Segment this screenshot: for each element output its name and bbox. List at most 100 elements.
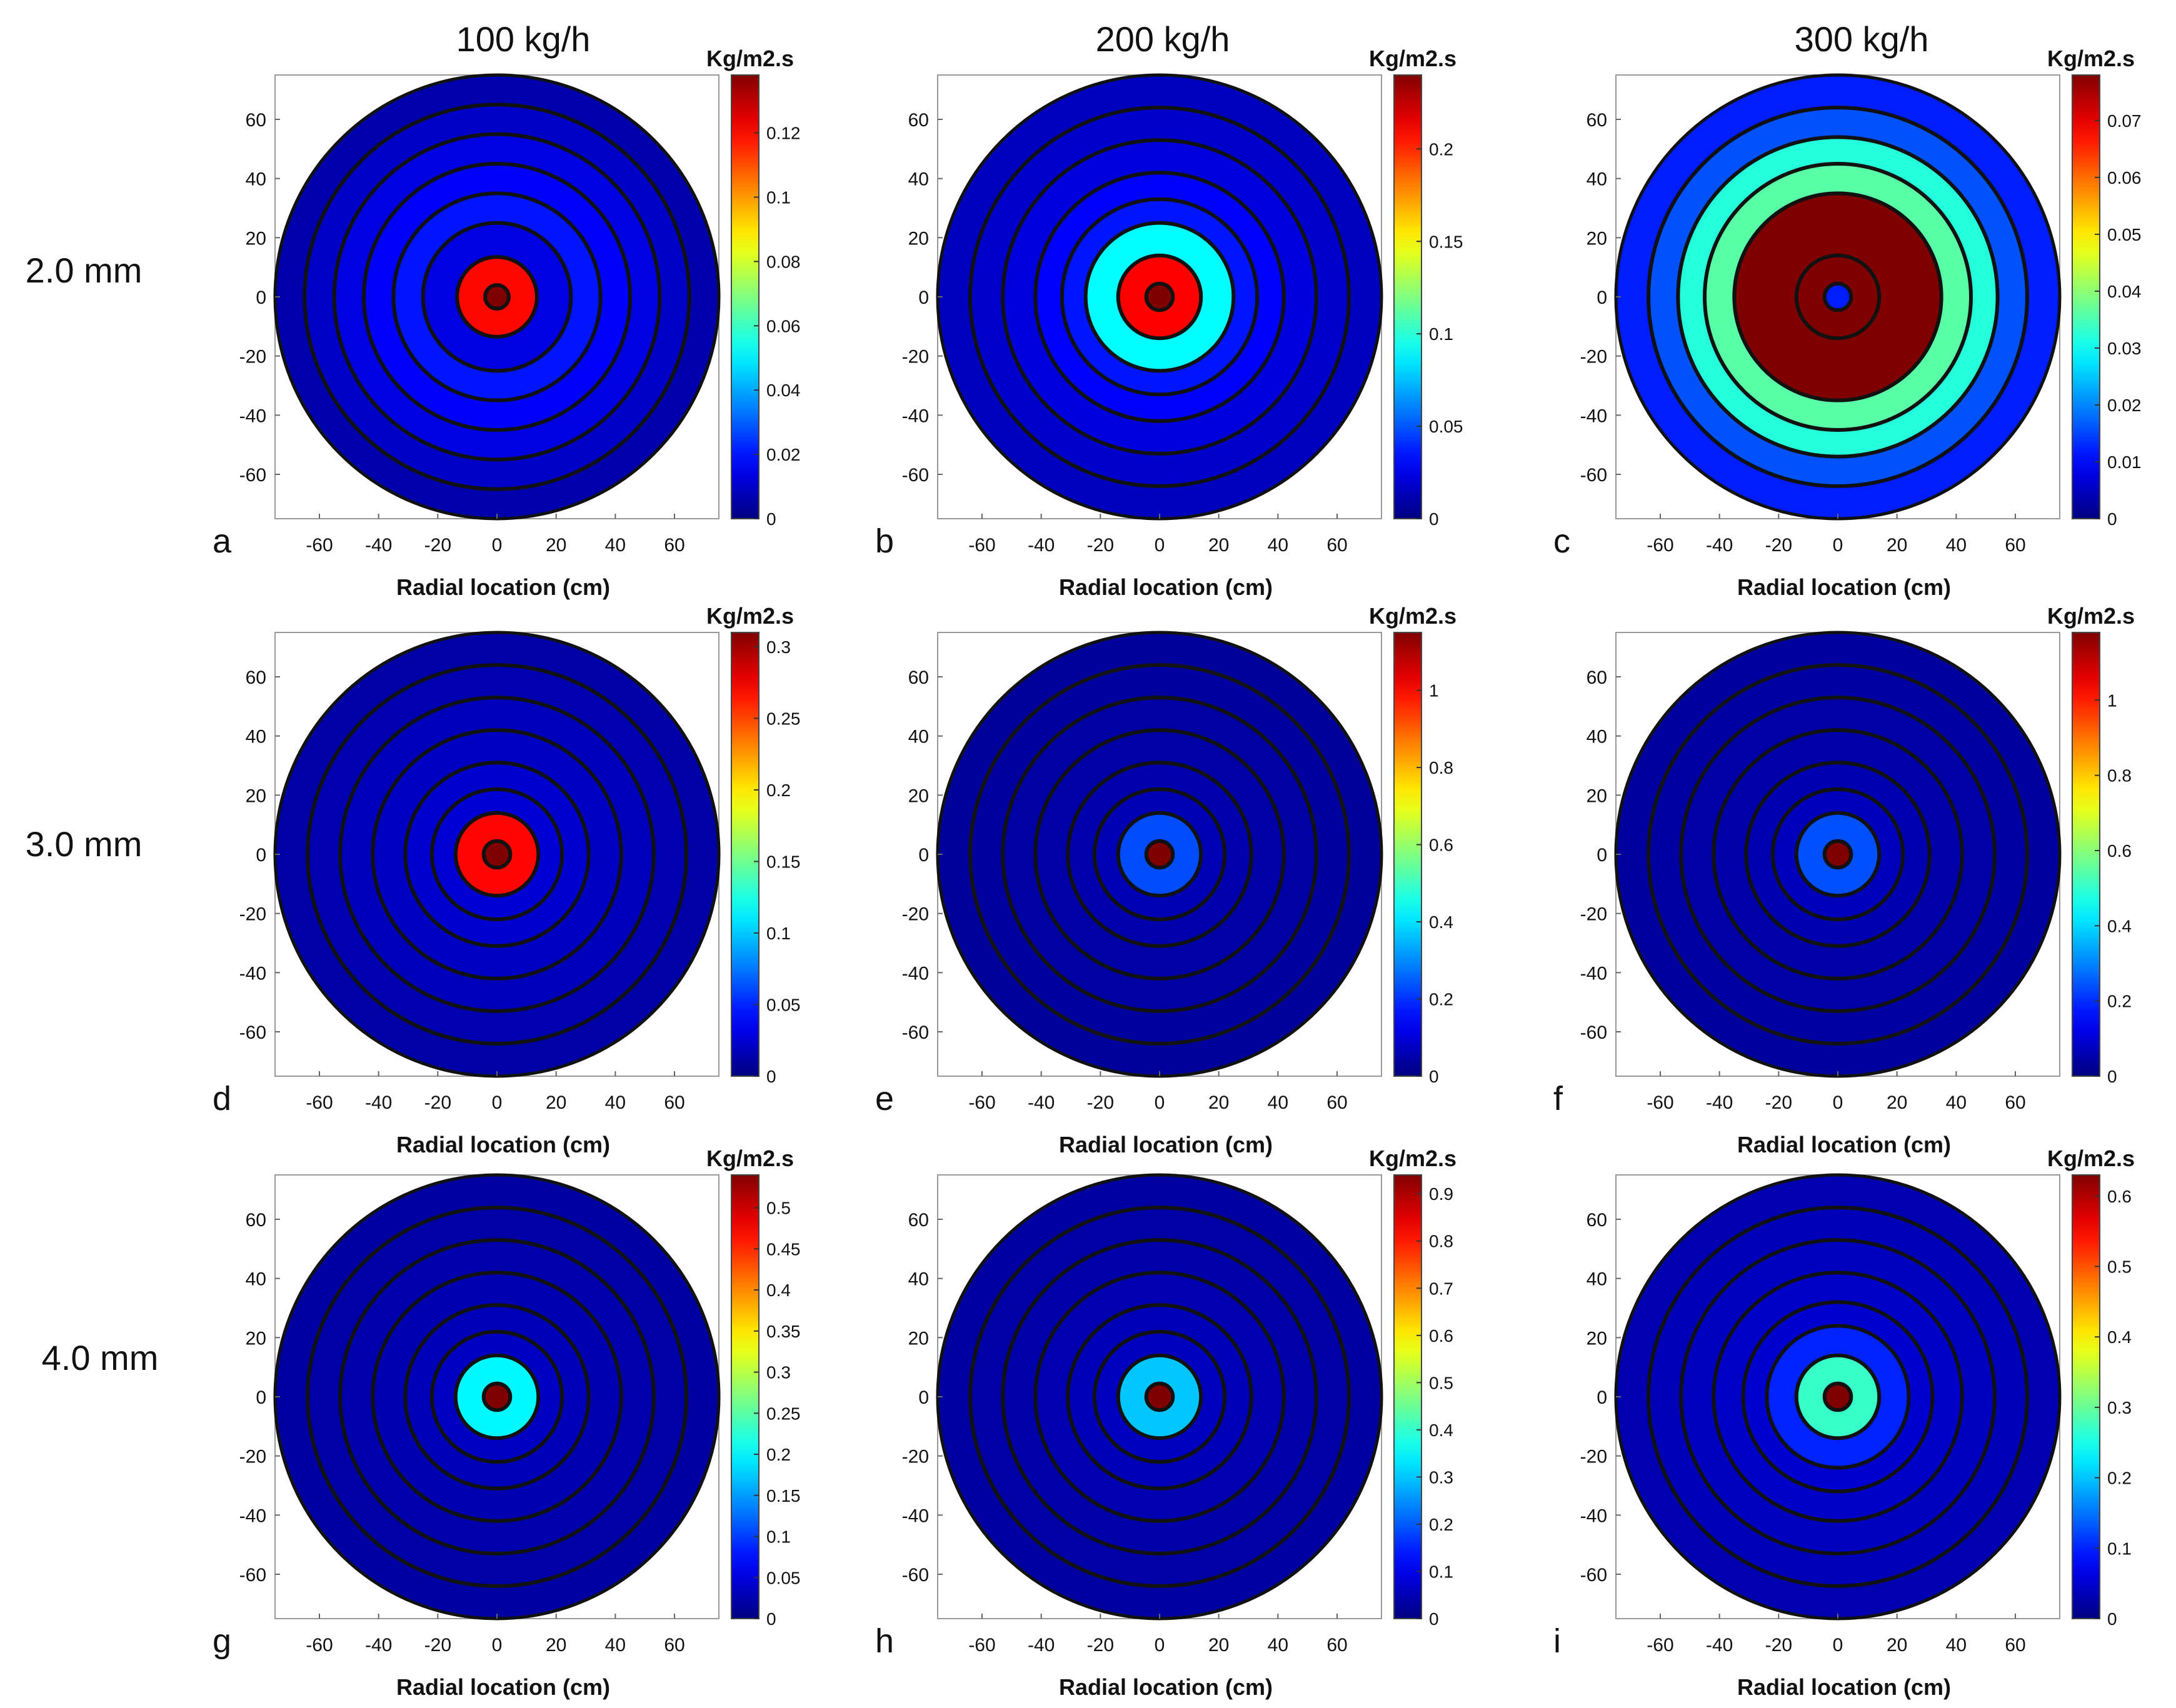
colorbar-tick-label: 0.1 — [1429, 1562, 1453, 1581]
panel-d: -60 -60 -40 -40 -20 -20 0 0 20 20 40 40 60 60 Radial l… — [213, 603, 801, 1157]
ring-7 — [481, 839, 513, 870]
colorbar-tick-label: 0.12 — [766, 124, 801, 143]
x-tick-label: 20 — [1208, 1635, 1229, 1656]
y-tick-label: -40 — [239, 406, 266, 426]
colorbar — [2072, 74, 2100, 519]
y-tick-label: 0 — [256, 287, 266, 308]
colorbar-tick-label: 0.4 — [2107, 1327, 2132, 1347]
y-tick-label: -40 — [902, 1506, 929, 1526]
colorbar-tick-label: 0 — [1429, 509, 1439, 529]
y-tick-label: -20 — [1580, 904, 1607, 925]
y-tick-label: -60 — [1580, 1565, 1607, 1586]
x-tick-label: 40 — [605, 535, 626, 556]
x-tick-label: 60 — [664, 1635, 684, 1656]
colorbar-tick-label: 0.06 — [766, 316, 801, 336]
y-tick-label: 20 — [908, 228, 929, 249]
x-tick-label: -60 — [306, 1635, 333, 1656]
y-tick-label: 60 — [1587, 1210, 1607, 1231]
panel-letter: h — [875, 1622, 894, 1660]
y-tick-label: -20 — [239, 347, 266, 367]
colorbar-tick-label: 0.6 — [2107, 841, 2132, 861]
column-header-300: 300 kg/h — [1794, 19, 1929, 59]
y-tick-label: 20 — [908, 786, 929, 806]
panel-letter: c — [1553, 522, 1570, 560]
colorbar-tick-label: 0.4 — [1429, 1421, 1453, 1440]
panel-letter: i — [1553, 1622, 1561, 1660]
colorbar-tick-label: 0.02 — [2107, 396, 2142, 415]
x-tick-label: -20 — [1765, 535, 1792, 556]
y-tick-label: 60 — [246, 1210, 266, 1231]
x-tick-label: -20 — [424, 535, 451, 556]
x-tick-label: 40 — [1946, 1092, 1967, 1113]
x-tick-label: 60 — [2005, 1092, 2025, 1113]
colorbar-tick-label: 0 — [766, 1067, 776, 1086]
y-tick-label: -20 — [902, 904, 929, 925]
x-tick-label: 60 — [2005, 535, 2025, 556]
y-tick-label: -20 — [902, 347, 929, 367]
y-tick-label: 40 — [908, 727, 929, 747]
y-tick-label: 40 — [246, 1269, 266, 1290]
y-tick-label: -60 — [902, 465, 929, 486]
colorbar-tick-label: 0.2 — [766, 1445, 791, 1464]
y-tick-label: 20 — [1587, 1328, 1607, 1349]
row-label-2mm: 2.0 mm — [25, 251, 143, 290]
colorbar-tick-label: 0 — [2107, 1067, 2117, 1086]
y-tick-label: 60 — [1587, 110, 1607, 131]
panel-letter: a — [213, 522, 232, 560]
y-tick-label: 0 — [1597, 845, 1607, 866]
x-tick-label: -60 — [968, 1092, 995, 1113]
colorbar-tick-label: 0.2 — [2107, 1469, 2132, 1488]
colorbar-tick-label: 0.25 — [766, 1404, 801, 1423]
y-tick-label: -40 — [1580, 963, 1607, 984]
colorbar-tick-label: 0.2 — [1429, 1515, 1453, 1534]
colorbar — [1393, 74, 1422, 519]
colorbar — [2072, 632, 2100, 1077]
x-axis-label: Radial location (cm) — [396, 574, 610, 600]
x-tick-label: -60 — [306, 1092, 333, 1113]
x-tick-label: 20 — [546, 535, 566, 556]
colorbar-tick-label: 0 — [766, 1609, 776, 1629]
column-header-200: 200 kg/h — [1095, 19, 1230, 59]
colorbar-tick-label: 0.25 — [766, 709, 801, 728]
panel-f: -60 -60 -40 -40 -20 -20 0 0 20 20 40 40 60 60 Radial l… — [1553, 603, 2135, 1157]
y-tick-label: -40 — [239, 1506, 266, 1526]
y-tick-label: 20 — [1587, 228, 1607, 249]
y-tick-label: 0 — [256, 845, 266, 866]
panel-letter: e — [875, 1080, 894, 1117]
x-tick-label: -20 — [1087, 1635, 1114, 1656]
colorbar-tick-label: 1 — [2107, 691, 2117, 710]
row-label-3mm: 3.0 mm — [25, 824, 143, 864]
colorbar-tick-label: 0.05 — [1429, 417, 1463, 436]
y-tick-label: -20 — [239, 904, 266, 925]
y-tick-label: 40 — [1587, 169, 1607, 190]
y-tick-label: 20 — [246, 1328, 266, 1349]
x-axis-label: Radial location (cm) — [1059, 1674, 1273, 1700]
y-tick-label: 20 — [246, 228, 266, 249]
colorbar-tick-label: 0.05 — [2107, 225, 2142, 244]
x-tick-label: -40 — [1706, 1635, 1733, 1656]
x-axis-label: Radial location (cm) — [1059, 574, 1273, 600]
colorbar-tick-label: 0.05 — [766, 1568, 801, 1587]
ring-7 — [1144, 839, 1175, 870]
ring-7 — [483, 283, 511, 311]
colorbar-tick-label: 0.05 — [766, 995, 801, 1014]
x-tick-label: -60 — [1647, 535, 1673, 556]
colorbar-tick-label: 0.6 — [1429, 1326, 1453, 1346]
y-tick-label: 0 — [918, 845, 929, 866]
ring-7 — [1822, 839, 1853, 870]
x-tick-label: 60 — [664, 535, 684, 556]
x-tick-label: -40 — [365, 535, 392, 556]
colorbar-tick-label: 0.7 — [1429, 1279, 1453, 1298]
colorbar-tick-label: 0 — [1429, 1067, 1439, 1086]
colorbar-unit: Kg/m2.s — [2047, 603, 2135, 629]
x-tick-label: -20 — [1765, 1092, 1792, 1113]
colorbar-tick-label: 0.02 — [766, 445, 801, 464]
x-axis-label: Radial location (cm) — [396, 1132, 610, 1157]
x-tick-label: -60 — [1647, 1092, 1673, 1113]
colorbar-tick-label: 0.04 — [2107, 282, 2142, 301]
x-tick-label: 0 — [1833, 1092, 1843, 1113]
colorbar-tick-label: 0.1 — [1429, 324, 1453, 344]
y-tick-label: 0 — [256, 1387, 266, 1408]
y-tick-label: -20 — [239, 1447, 266, 1467]
y-tick-label: -40 — [902, 963, 929, 984]
